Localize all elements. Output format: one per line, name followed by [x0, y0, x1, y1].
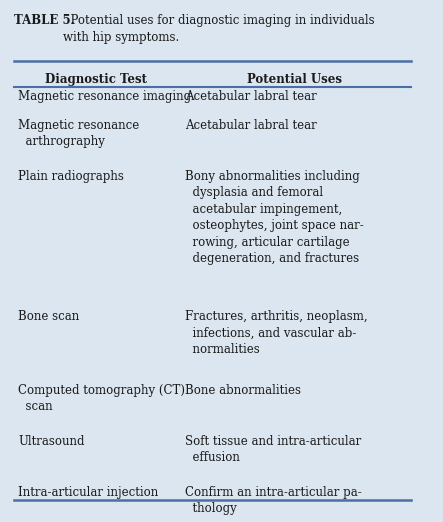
Text: Potential Uses: Potential Uses	[247, 73, 342, 86]
Text: Magnetic resonance imaging: Magnetic resonance imaging	[18, 90, 191, 103]
Text: Bony abnormalities including
  dysplasia and femoral
  acetabular impingement,
 : Bony abnormalities including dysplasia a…	[185, 170, 364, 265]
Text: Diagnostic Test: Diagnostic Test	[45, 73, 148, 86]
Text: Computed tomography (CT)
  scan: Computed tomography (CT) scan	[18, 384, 185, 413]
Text: Acetabular labral tear: Acetabular labral tear	[185, 90, 317, 103]
Text: Intra-articular injection: Intra-articular injection	[18, 485, 159, 499]
Text: Acetabular labral tear: Acetabular labral tear	[185, 118, 317, 132]
Text: Bone scan: Bone scan	[18, 311, 80, 323]
Text: Bone abnormalities: Bone abnormalities	[185, 384, 301, 397]
Text: Ultrasound: Ultrasound	[18, 435, 85, 448]
Text: Plain radiographs: Plain radiographs	[18, 170, 124, 183]
Text: Soft tissue and intra-articular
  effusion: Soft tissue and intra-articular effusion	[185, 435, 361, 464]
Text: Potential uses for diagnostic imaging in individuals
with hip symptoms.: Potential uses for diagnostic imaging in…	[62, 14, 374, 44]
Text: Fractures, arthritis, neoplasm,
  infections, and vascular ab-
  normalities: Fractures, arthritis, neoplasm, infectio…	[185, 311, 368, 357]
Text: TABLE 5.: TABLE 5.	[14, 14, 75, 27]
Text: Confirm an intra-articular pa-
  thology: Confirm an intra-articular pa- thology	[185, 485, 362, 515]
Text: Magnetic resonance
  arthrography: Magnetic resonance arthrography	[18, 118, 140, 148]
